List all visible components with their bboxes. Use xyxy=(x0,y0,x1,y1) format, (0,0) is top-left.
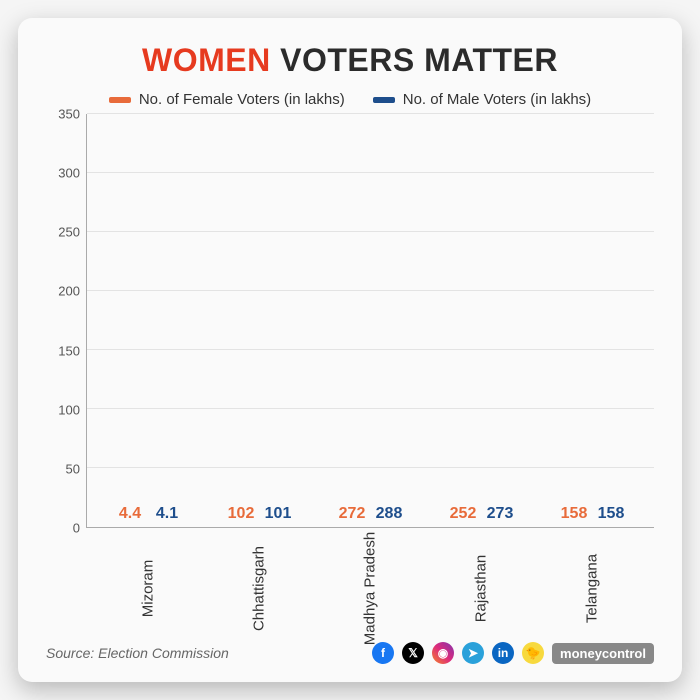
x-label: Chhattisgarh xyxy=(219,528,299,638)
bar-label: 101 xyxy=(265,505,292,523)
y-tick: 150 xyxy=(58,343,80,358)
bar-label: 252 xyxy=(450,505,477,523)
x-label: Telangana xyxy=(552,528,632,638)
x-label: Madhya Pradesh xyxy=(330,528,410,638)
y-tick: 300 xyxy=(58,166,80,181)
legend-male-label: No. of Male Voters (in lakhs) xyxy=(403,91,591,108)
y-tick: 0 xyxy=(73,521,80,536)
y-tick: 100 xyxy=(58,402,80,417)
chart-area: 050100150200250300350 4.44.1102101272288… xyxy=(46,114,654,528)
x-axis-labels: Mizoram Chhattisgarh Madhya Pradesh Rajasth… xyxy=(86,528,654,638)
legend: No. of Female Voters (in lakhs) No. of M… xyxy=(46,91,654,108)
y-tick: 250 xyxy=(58,225,80,240)
legend-female-swatch xyxy=(109,97,131,103)
legend-male: No. of Male Voters (in lakhs) xyxy=(373,91,591,108)
chart-card: WOMEN VOTERS MATTER No. of Female Voters… xyxy=(18,18,682,682)
bar-label: 4.1 xyxy=(156,505,178,523)
legend-female-label: No. of Female Voters (in lakhs) xyxy=(139,91,345,108)
legend-male-swatch xyxy=(373,97,395,103)
y-axis: 050100150200250300350 xyxy=(46,114,86,528)
chart-title: WOMEN VOTERS MATTER xyxy=(46,42,654,79)
bar-label: 272 xyxy=(339,505,366,523)
bar-label: 158 xyxy=(561,505,588,523)
telegram-icon[interactable]: ➤ xyxy=(462,642,484,664)
facebook-icon[interactable]: f xyxy=(372,642,394,664)
bar-label: 273 xyxy=(487,505,514,523)
y-tick: 50 xyxy=(66,461,80,476)
linkedin-icon[interactable]: in xyxy=(492,642,514,664)
koo-icon[interactable]: 🐤 xyxy=(522,642,544,664)
title-accent: WOMEN xyxy=(142,42,271,78)
source-text: Source: Election Commission xyxy=(46,645,229,661)
bar-label: 288 xyxy=(376,505,403,523)
bars-container: 4.4 4.1 102 101 272 288 252 273 158 158 xyxy=(87,114,654,527)
social-icons: f𝕏 ◉ ➤ in 🐤 moneycontrol xyxy=(372,642,654,664)
instagram-icon[interactable]: ◉ xyxy=(432,642,454,664)
y-tick: 350 xyxy=(58,107,80,122)
title-rest: VOTERS MATTER xyxy=(271,42,558,78)
plot: 4.4 4.1 102 101 272 288 252 273 158 158 xyxy=(86,114,654,528)
brand-badge: moneycontrol xyxy=(552,643,654,664)
x-twitter-icon[interactable]: 𝕏 xyxy=(402,642,424,664)
x-label: Mizoram xyxy=(108,528,188,638)
bar-label: 158 xyxy=(598,505,625,523)
legend-female: No. of Female Voters (in lakhs) xyxy=(109,91,345,108)
bar-label: 102 xyxy=(228,505,255,523)
bar-label: 4.4 xyxy=(119,505,141,523)
footer: Source: Election Commission f𝕏 ◉ ➤ in 🐤 money… xyxy=(46,642,654,664)
x-label: Rajasthan xyxy=(441,528,521,638)
y-tick: 200 xyxy=(58,284,80,299)
